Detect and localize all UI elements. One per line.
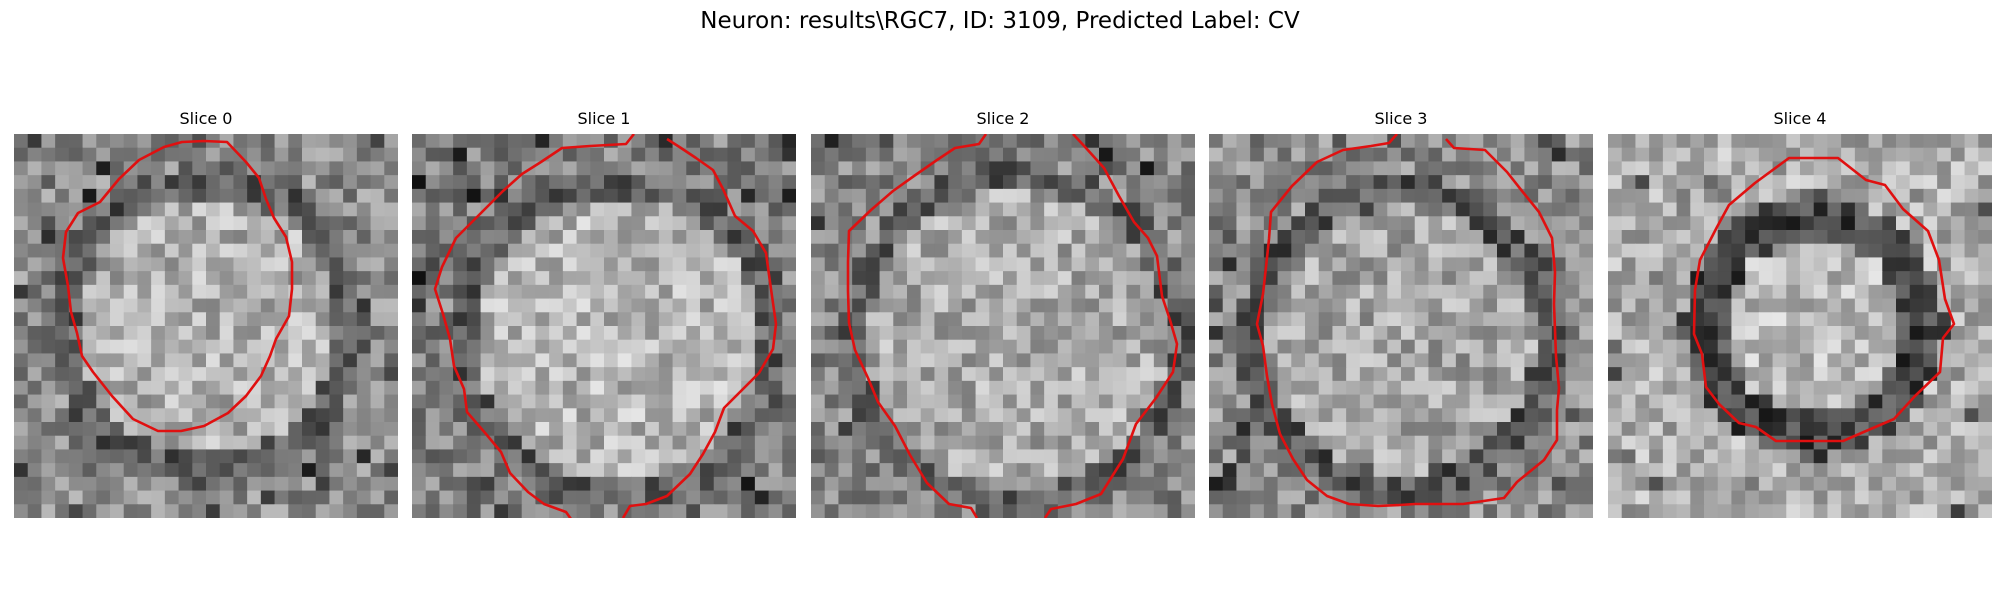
slice-title-0: Slice 0	[179, 109, 233, 128]
micrograph-pixels-4	[1608, 134, 1992, 518]
segmentation-outline-1	[433, 134, 778, 518]
slice-panel-1: Slice 1	[412, 108, 796, 522]
slice-panel-4: Slice 4	[1608, 108, 1992, 522]
segmentation-outline-4	[1692, 156, 1956, 443]
slice-title-4: Slice 4	[1773, 109, 1827, 128]
micrograph-pixels-1	[412, 134, 796, 518]
slice-image-0	[14, 134, 398, 518]
slice-image-3	[1209, 134, 1593, 518]
figure-title: Neuron: results\RGC7, ID: 3109, Predicte…	[700, 8, 1300, 34]
slice-image-2	[811, 134, 1195, 518]
slice-image-1	[412, 134, 796, 518]
micrograph-pixels-3	[1209, 134, 1593, 518]
slice-image-4	[1608, 134, 1992, 518]
slice-panel-2: Slice 2	[811, 108, 1195, 522]
segmentation-outline-0	[61, 139, 294, 433]
slice-title-2: Slice 2	[976, 109, 1030, 128]
slice-title-3: Slice 3	[1374, 109, 1428, 128]
slice-panel-0: Slice 0	[14, 108, 398, 522]
slice-title-1: Slice 1	[577, 109, 631, 128]
segmentation-outline-3	[1255, 134, 1561, 508]
segmentation-outline-2	[846, 134, 1179, 518]
micrograph-pixels-0	[14, 134, 398, 518]
slice-panel-3: Slice 3	[1209, 108, 1593, 522]
micrograph-pixels-2	[811, 134, 1195, 518]
